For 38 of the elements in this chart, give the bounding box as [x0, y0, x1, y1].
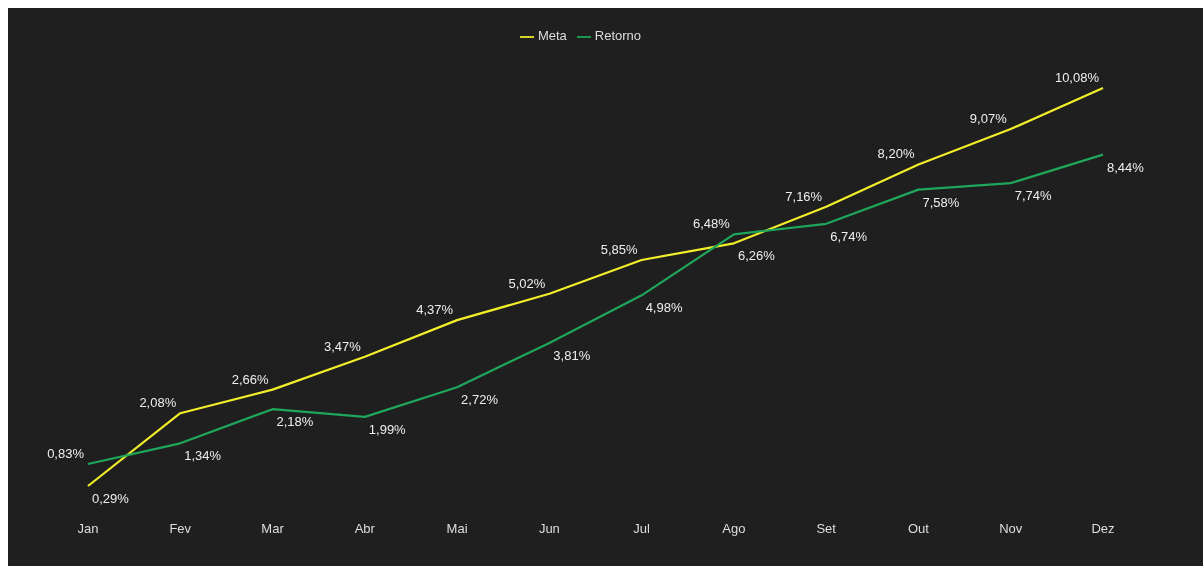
- data-label: 7,74%: [1014, 188, 1053, 204]
- x-tick-label: Jul: [633, 521, 651, 537]
- data-label: 0,29%: [92, 491, 130, 506]
- data-label: 0,83%: [47, 446, 85, 462]
- x-tick-label: Mai: [446, 521, 468, 537]
- data-label: 10,08%: [1054, 70, 1100, 85]
- x-tick-label: Fev: [169, 521, 192, 537]
- data-label: 1,99%: [368, 421, 407, 437]
- x-tick-label: Dez: [1091, 521, 1115, 537]
- data-label: 6,26%: [737, 248, 776, 264]
- data-label: 6,74%: [830, 228, 868, 244]
- data-label: 7,58%: [922, 194, 960, 210]
- x-tick-label: Abr: [354, 521, 376, 537]
- x-tick-label: Set: [816, 521, 837, 537]
- x-tick-label: Jan: [77, 521, 99, 537]
- data-label: 6,48%: [693, 216, 731, 232]
- data-label: 2,18%: [276, 414, 314, 430]
- legend-label: Meta: [537, 28, 567, 43]
- data-label: 1,34%: [184, 448, 222, 464]
- data-label: 2,72%: [461, 392, 499, 408]
- data-label: 5,85%: [600, 241, 639, 257]
- data-label: 7,16%: [785, 188, 823, 204]
- data-label: 3,47%: [323, 338, 362, 354]
- data-label: 9,07%: [969, 111, 1008, 127]
- data-label: 4,98%: [645, 300, 683, 316]
- data-label: 3,81%: [553, 347, 591, 363]
- x-tick-label: Nov: [999, 521, 1023, 537]
- data-label: 4,37%: [416, 302, 454, 318]
- data-label: 2,08%: [139, 395, 177, 411]
- data-label: 5,02%: [508, 275, 546, 291]
- data-label: 8,44%: [1107, 159, 1145, 175]
- x-tick-label: Mar: [261, 521, 285, 537]
- data-label: 2,66%: [231, 371, 269, 387]
- x-tick-label: Ago: [722, 521, 746, 537]
- data-label: 8,20%: [877, 146, 915, 162]
- x-tick-label: Out: [907, 521, 930, 537]
- x-tick-label: Jun: [538, 521, 560, 537]
- legend-label: Retorno: [594, 28, 642, 43]
